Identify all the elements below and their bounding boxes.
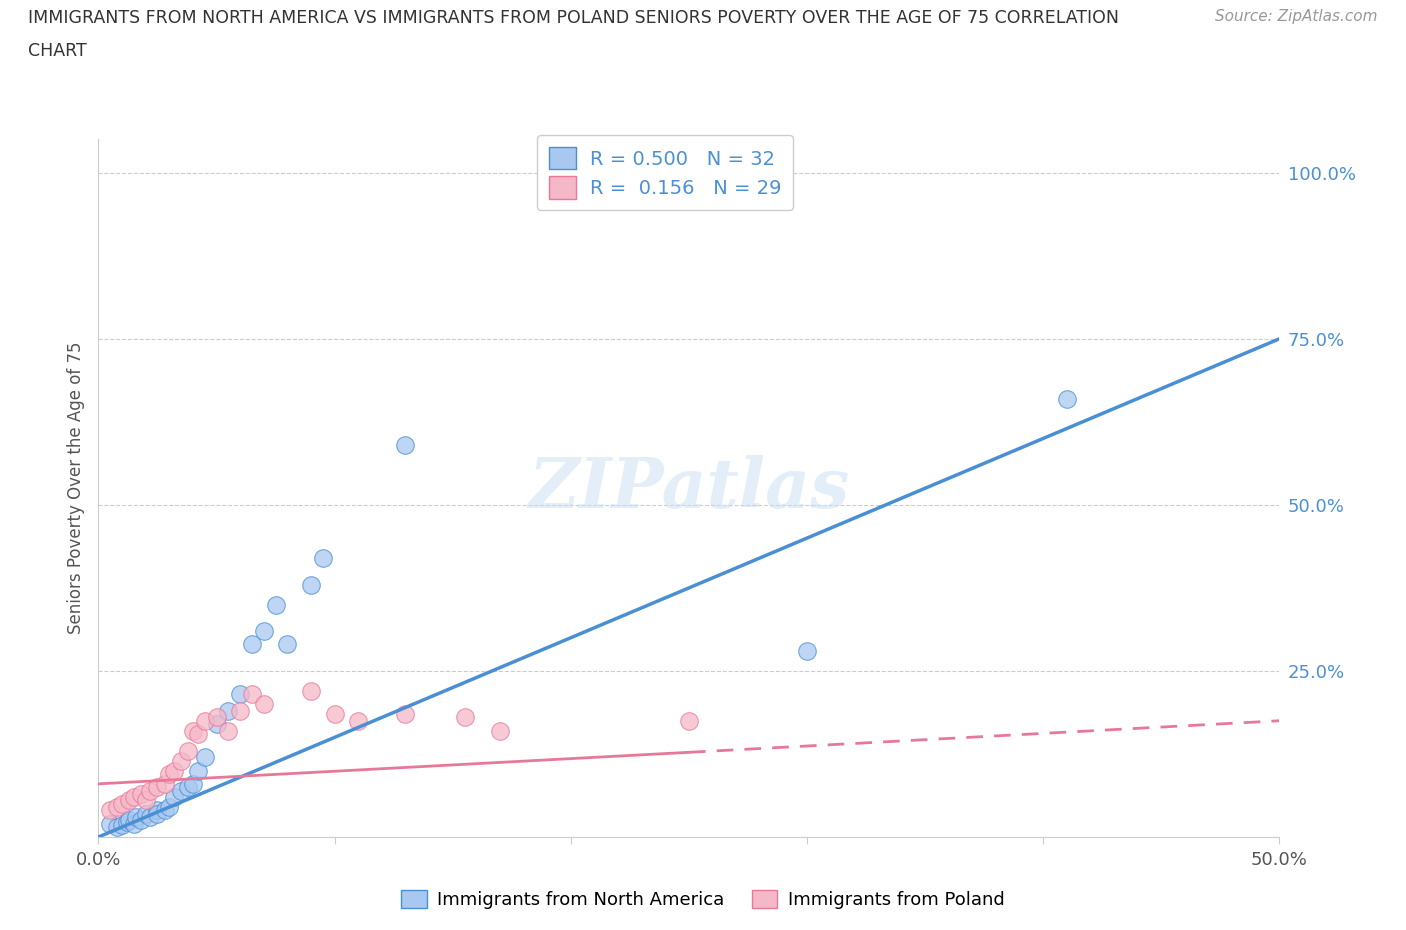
Point (146, 806, 169, 821)
Point (217, 703, 239, 718)
Point (796, 644, 818, 658)
Legend: R = 0.500   N = 32, R =  0.156   N = 29: R = 0.500 N = 32, R = 0.156 N = 29 (537, 135, 793, 210)
Point (177, 743, 200, 758)
Point (157, 766, 180, 781)
Point (187, 726, 209, 741)
Point (146, 803, 169, 817)
Point (187, 764, 209, 778)
Point (98, 803, 121, 817)
Point (139, 783, 162, 798)
Point (394, 438, 416, 453)
Point (240, 686, 263, 701)
Point (181, 777, 204, 791)
Point (264, 597, 287, 612)
Point (240, 637, 263, 652)
Point (135, 806, 157, 821)
Point (118, 793, 141, 808)
Point (115, 815, 138, 830)
Text: ZIPatlas: ZIPatlas (529, 455, 849, 522)
Point (170, 753, 193, 768)
Point (194, 750, 217, 764)
Point (111, 817, 134, 832)
Point (1056, 392, 1078, 406)
Point (153, 803, 176, 817)
Text: CHART: CHART (28, 42, 87, 60)
Point (122, 817, 145, 831)
Point (323, 707, 346, 722)
Point (105, 800, 128, 815)
Point (170, 783, 193, 798)
Point (194, 713, 217, 728)
Point (111, 796, 134, 811)
Text: IMMIGRANTS FROM NORTH AMERICA VS IMMIGRANTS FROM POLAND SENIORS POVERTY OVER THE: IMMIGRANTS FROM NORTH AMERICA VS IMMIGRA… (28, 9, 1119, 27)
Point (146, 779, 169, 794)
Point (299, 684, 322, 698)
Point (489, 724, 512, 738)
Point (347, 713, 370, 728)
Y-axis label: Seniors Poverty Over the Age of 75: Seniors Poverty Over the Age of 75 (66, 342, 84, 634)
Point (129, 813, 152, 828)
Point (98, 817, 121, 831)
Point (205, 717, 228, 732)
Point (177, 779, 200, 794)
Point (299, 578, 322, 592)
Point (139, 810, 162, 825)
Point (135, 793, 157, 808)
Point (394, 707, 416, 722)
Point (253, 697, 276, 711)
Point (163, 764, 186, 778)
Point (125, 810, 148, 825)
Point (118, 813, 141, 828)
Point (229, 703, 252, 718)
Point (229, 686, 252, 701)
Legend: Immigrants from North America, Immigrants from Poland: Immigrants from North America, Immigrant… (394, 883, 1012, 916)
Point (157, 800, 180, 815)
Point (453, 710, 475, 724)
Point (181, 724, 204, 738)
Point (163, 790, 186, 804)
Point (678, 713, 700, 728)
Point (129, 787, 152, 802)
Point (217, 724, 239, 738)
Point (122, 790, 145, 804)
Text: Source: ZipAtlas.com: Source: ZipAtlas.com (1215, 9, 1378, 24)
Point (276, 637, 298, 652)
Point (105, 819, 128, 834)
Point (312, 551, 335, 565)
Point (205, 710, 228, 724)
Point (153, 777, 176, 791)
Point (253, 624, 276, 639)
